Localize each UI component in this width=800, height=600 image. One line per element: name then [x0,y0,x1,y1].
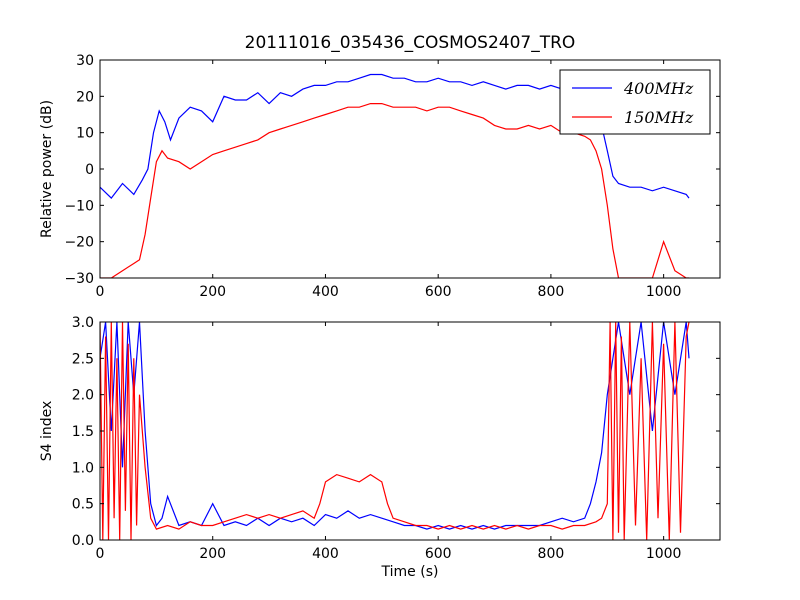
x-tick-label: 400 [312,284,339,300]
x-tick-label: 1000 [646,284,682,300]
x-tick-label: 600 [425,546,452,562]
x-tick-label: 800 [538,546,565,562]
series-line-150mhz-panel0 [100,102,689,278]
x-tick-label: 600 [425,284,452,300]
y-tick-label: −20 [64,235,94,251]
y-tick-label: −30 [64,271,94,287]
x-axis-label: Time (s) [381,564,439,580]
y-tick-label: 0.0 [72,533,94,549]
y-tick-label: 1.5 [72,424,94,440]
series-line-400mhz-panel1 [100,322,690,530]
x-tick-label: 200 [199,284,226,300]
series-line-150mhz-panel1 [100,322,690,540]
y-tick-label: 2.5 [72,351,94,367]
x-tick-label: 1000 [646,546,682,562]
y-tick-label: 2.0 [72,388,94,404]
legend-label-400mhz: 400MHz [623,79,694,98]
x-tick-label: 0 [96,284,105,300]
y-axis-label: Relative power (dB) [39,100,55,238]
y-tick-label: 3.0 [72,315,94,331]
y-tick-label: 1.0 [72,460,94,476]
x-tick-label: 200 [199,546,226,562]
y-tick-label: 0 [85,162,94,178]
y-tick-label: 10 [76,126,94,142]
s4-panel: 0 200 400 600 800 1000 0.0 0.5 1.0 1.5 2.0 2.5 3.0 S4… [39,315,721,580]
power-panel: 0 200 400 600 800 1000 −30 −20 −10 0 10 20 30 Relativ… [39,53,721,300]
legend-label-150mhz: 150MHz [624,108,694,127]
y-tick-label: 30 [76,53,94,69]
x-tick-label: 0 [96,546,105,562]
y-tick-label: −10 [64,198,94,214]
y-tick-label: 20 [76,89,94,105]
legend-box [559,69,711,135]
legend: 400MHz 150MHz [559,69,711,135]
figure-title: 20111016_035436_COSMOS2407_TRO [245,33,576,53]
x-tick-label: 800 [538,284,565,300]
x-tick-label: 400 [312,546,339,562]
y-tick-label: 0.5 [72,497,94,513]
y-axis-label: S4 index [39,401,55,462]
